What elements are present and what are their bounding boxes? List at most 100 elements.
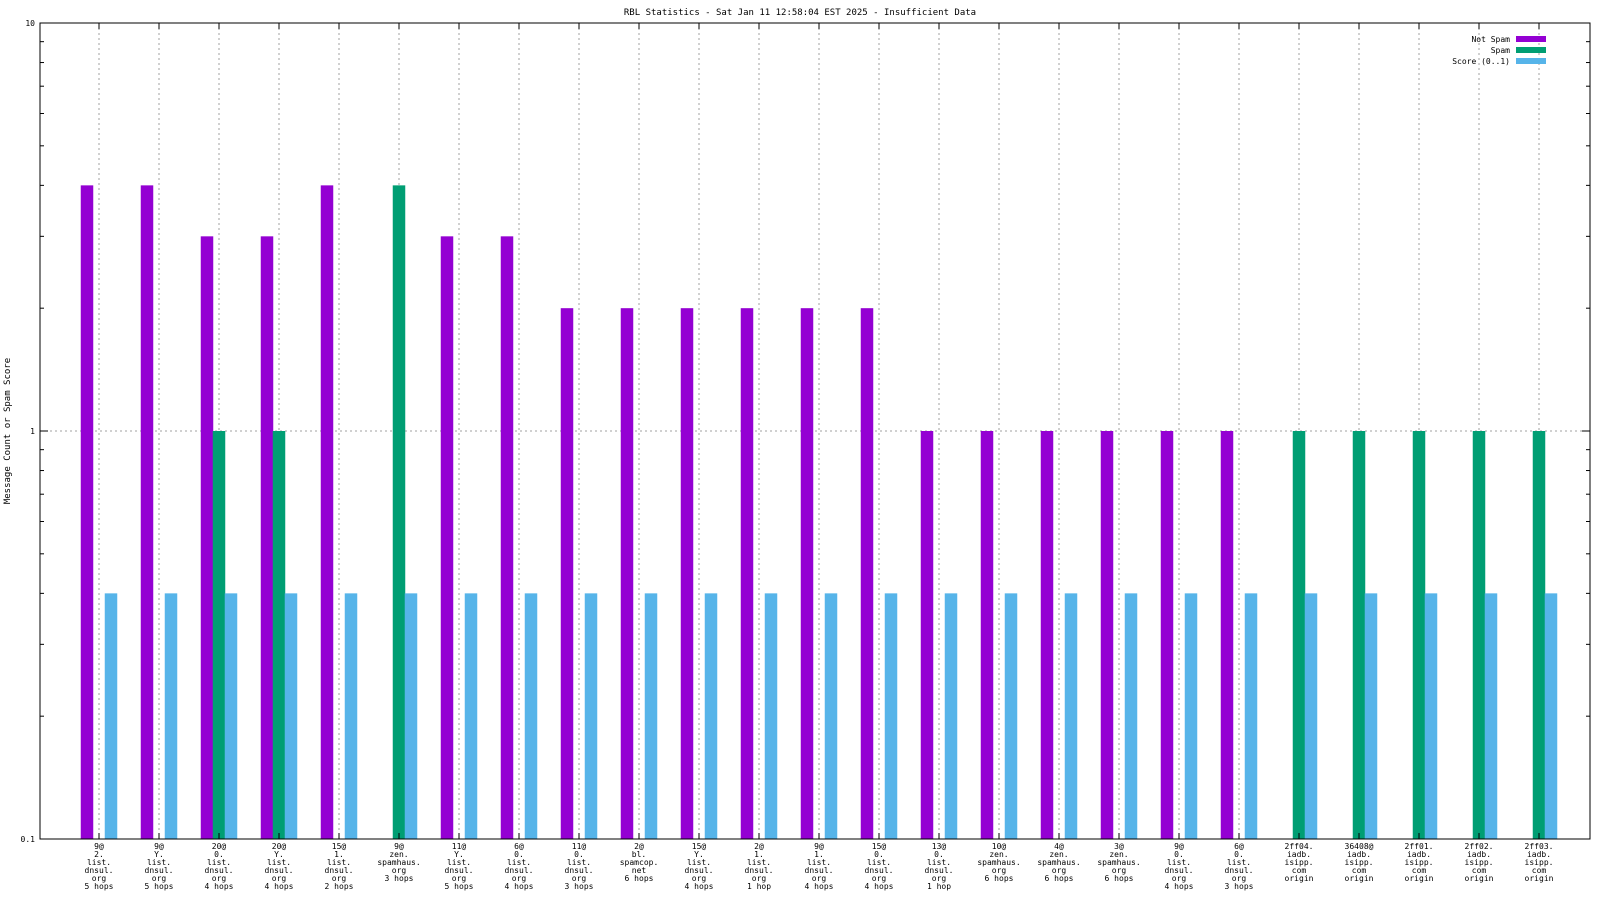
bar-score-0-1-: [1484, 593, 1498, 839]
x-tick-label-line: spamcop.: [620, 858, 659, 867]
bar-score-0-1-: [644, 593, 658, 839]
legend-swatch: [1516, 58, 1546, 64]
bar-spam: [1532, 431, 1546, 839]
x-tick-label-line: list.: [1227, 858, 1251, 867]
x-tick-label-line: list.: [687, 858, 711, 867]
bar-score-0-1-: [1544, 593, 1558, 839]
bar-not-spam: [800, 308, 814, 839]
x-tick-label-line: org: [872, 874, 887, 883]
x-tick-label-line: dnsul.: [1165, 866, 1194, 875]
x-tick-label-line: Y.: [454, 850, 464, 859]
x-tick-label-line: Y.: [154, 850, 164, 859]
bar-spam: [272, 431, 286, 839]
x-tick-label-line: 6 hops: [1045, 874, 1074, 883]
bar-not-spam: [980, 431, 994, 839]
x-tick-label-line: dnsul.: [1225, 866, 1254, 875]
x-tick-label-line: 0.: [1174, 850, 1184, 859]
x-tick-label-line: org: [512, 874, 527, 883]
x-tick-label-line: origin: [1345, 874, 1374, 883]
bar-not-spam: [140, 185, 154, 840]
x-tick-label-line: org: [1112, 866, 1127, 875]
x-tick-label-line: 2@: [754, 842, 764, 851]
bar-spam: [212, 431, 226, 839]
bar-score-0-1-: [704, 593, 718, 839]
y-tick-label: 10: [25, 19, 35, 28]
x-tick-label-line: bl.: [632, 850, 646, 859]
x-tick-label-line: 6 hops: [625, 874, 654, 883]
x-tick-label-line: 5 hops: [85, 882, 114, 891]
chart-title: RBL Statistics - Sat Jan 11 12:58:04 EST…: [624, 8, 976, 18]
x-tick-label-line: dnsul.: [445, 866, 474, 875]
x-tick-label-line: 0.: [874, 850, 884, 859]
x-tick-label-line: 0.: [934, 850, 944, 859]
x-tick-label: 20@ 0. list. dnsul. org 4 hops: [205, 842, 234, 891]
bar-score-0-1-: [464, 593, 478, 839]
bar-not-spam: [1220, 431, 1234, 839]
x-tick-label-line: 2.: [94, 850, 104, 859]
bar-not-spam: [1100, 431, 1114, 839]
bar-not-spam: [920, 431, 934, 839]
x-tick-label-line: list.: [207, 858, 231, 867]
x-tick-label-line: dnsul.: [685, 866, 714, 875]
x-tick-label: 15@ 1. list. dnsul. org 2 hops: [325, 842, 354, 891]
bar-not-spam: [80, 185, 94, 840]
x-tick-label-line: net: [632, 866, 647, 875]
x-tick-label-line: dnsul.: [745, 866, 774, 875]
x-tick-label: 15@ Y. list. dnsul. org 4 hops: [685, 842, 714, 891]
bar-score-0-1-: [944, 593, 958, 839]
legend-label: Spam: [1491, 46, 1510, 55]
x-tick-label-line: iadb.: [1527, 850, 1551, 859]
x-tick-label-line: 4 hops: [265, 882, 294, 891]
x-tick-label-line: org: [1052, 866, 1067, 875]
y-axis-label: Message Count or Spam Score: [3, 358, 13, 504]
bar-not-spam: [440, 236, 454, 839]
x-tick-label: 2ff02. iadb. isipp. com origin: [1465, 842, 1494, 883]
bar-score-0-1-: [1184, 593, 1198, 839]
legend-label: Not Spam: [1471, 35, 1510, 44]
bar-spam: [1352, 431, 1366, 839]
x-tick-label-line: org: [752, 874, 767, 883]
x-tick-label-line: 0.: [214, 850, 224, 859]
axis-ticks: 0.1 1 10: [21, 19, 1590, 844]
x-tick-label-line: zen.: [389, 850, 408, 859]
x-tick-label-line: 2ff04.: [1285, 842, 1314, 851]
x-tick-label: 11@ 0. list. dnsul. org 3 hops: [565, 842, 594, 891]
x-tick-label-line: com: [1472, 866, 1487, 875]
x-tick-label-line: 0.: [574, 850, 584, 859]
x-tick-label: 6@ 0. list. dnsul. org 3 hops: [1225, 842, 1254, 891]
x-tick-label-line: org: [272, 874, 287, 883]
x-tick-label-line: origin: [1405, 874, 1434, 883]
x-tick-label: 11@ Y. list. dnsul. org 5 hops: [445, 842, 474, 891]
x-tick-label-line: 9@: [394, 842, 404, 851]
x-tick-label-line: org: [572, 874, 587, 883]
x-tick-label: 9@ 2. list. dnsul. org 5 hops: [85, 842, 114, 891]
bar-not-spam: [740, 308, 754, 839]
x-tick-label-line: list.: [267, 858, 291, 867]
x-tick-label-line: org: [452, 874, 467, 883]
bar-score-0-1-: [404, 593, 418, 839]
x-tick-label-line: 1.: [334, 850, 344, 859]
x-tick-label-line: 4 hops: [505, 882, 534, 891]
x-tick-label-line: 4 hops: [805, 882, 834, 891]
bar-score-0-1-: [1004, 593, 1018, 839]
x-tick-label: 6@ 0. list. dnsul. org 4 hops: [505, 842, 534, 891]
x-tick-label-line: list.: [147, 858, 171, 867]
x-tick-label-line: org: [932, 874, 947, 883]
x-tick-label-line: iadb.: [1347, 850, 1371, 859]
x-tick-label-line: org: [812, 874, 827, 883]
x-tick-label: 9@ Y. list. dnsul. org 5 hops: [145, 842, 174, 891]
x-tick-label: 2ff03. iadb. isipp. com origin: [1525, 842, 1554, 883]
x-tick-label-line: 15@: [692, 842, 707, 851]
x-tick-label-line: zen.: [1109, 850, 1128, 859]
x-tick-label-line: 5 hops: [445, 882, 474, 891]
x-tick-label-line: isipp.: [1465, 858, 1494, 867]
x-tick-label-line: iadb.: [1287, 850, 1311, 859]
x-tick-label-line: dnsul.: [205, 866, 234, 875]
x-tick-label-line: Y.: [274, 850, 284, 859]
x-tick-label-line: com: [1352, 866, 1367, 875]
x-tick-label-line: 2ff01.: [1405, 842, 1434, 851]
x-tick-label-line: 9@: [814, 842, 824, 851]
